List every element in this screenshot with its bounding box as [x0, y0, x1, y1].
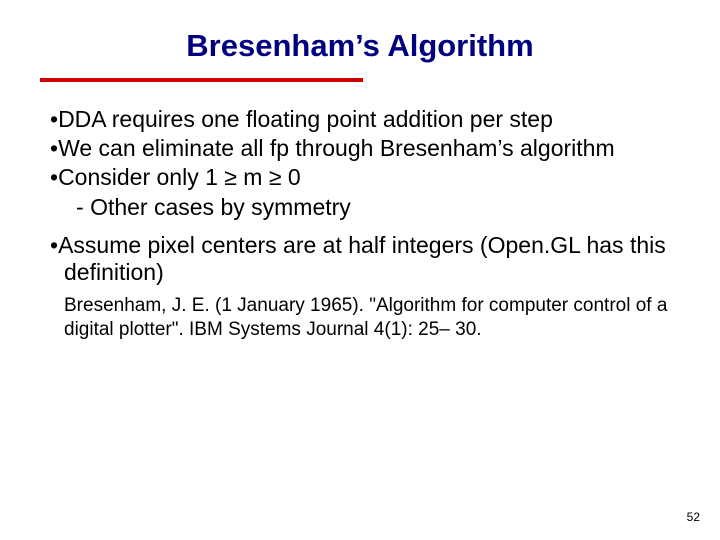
bullet-list: •DDA requires one floating point additio…	[48, 106, 672, 286]
bullet-3: •Consider only 1 ≥ m ≥ 0	[48, 164, 672, 191]
bullet-1: •DDA requires one floating point additio…	[48, 106, 672, 133]
bullet-3-text: Consider only 1 ≥ m ≥ 0	[58, 164, 301, 190]
bullet-dot-icon: •	[50, 164, 58, 190]
bullet-dot-icon: •	[50, 232, 58, 258]
title-underline	[40, 78, 363, 82]
bullet-4: •Assume pixel centers are at half intege…	[48, 232, 672, 286]
slide: Bresenham’s Algorithm •DDA requires one …	[0, 0, 720, 540]
title-text: Bresenham’s Algorithm	[186, 28, 533, 63]
bullet-4-text: Assume pixel centers are at half integer…	[58, 232, 666, 285]
bullet-2: •We can eliminate all fp through Bresenh…	[48, 135, 672, 162]
page-number: 52	[687, 510, 700, 524]
bullet-dot-icon: •	[50, 106, 58, 132]
bullet-2-text: We can eliminate all fp through Bresenha…	[58, 135, 615, 161]
reference-text: Bresenham, J. E. (1 January 1965). "Algo…	[64, 295, 667, 340]
page-number-text: 52	[687, 510, 700, 524]
reference-citation: Bresenham, J. E. (1 January 1965). "Algo…	[48, 294, 672, 342]
sub-bullet-1-text: Other cases by symmetry	[90, 194, 351, 220]
sub-bullet-1: - Other cases by symmetry	[48, 193, 672, 222]
dash-icon: -	[76, 194, 90, 220]
slide-title: Bresenham’s Algorithm	[48, 28, 672, 64]
bullet-dot-icon: •	[50, 135, 58, 161]
bullet-1-text: DDA requires one floating point addition…	[58, 106, 553, 132]
